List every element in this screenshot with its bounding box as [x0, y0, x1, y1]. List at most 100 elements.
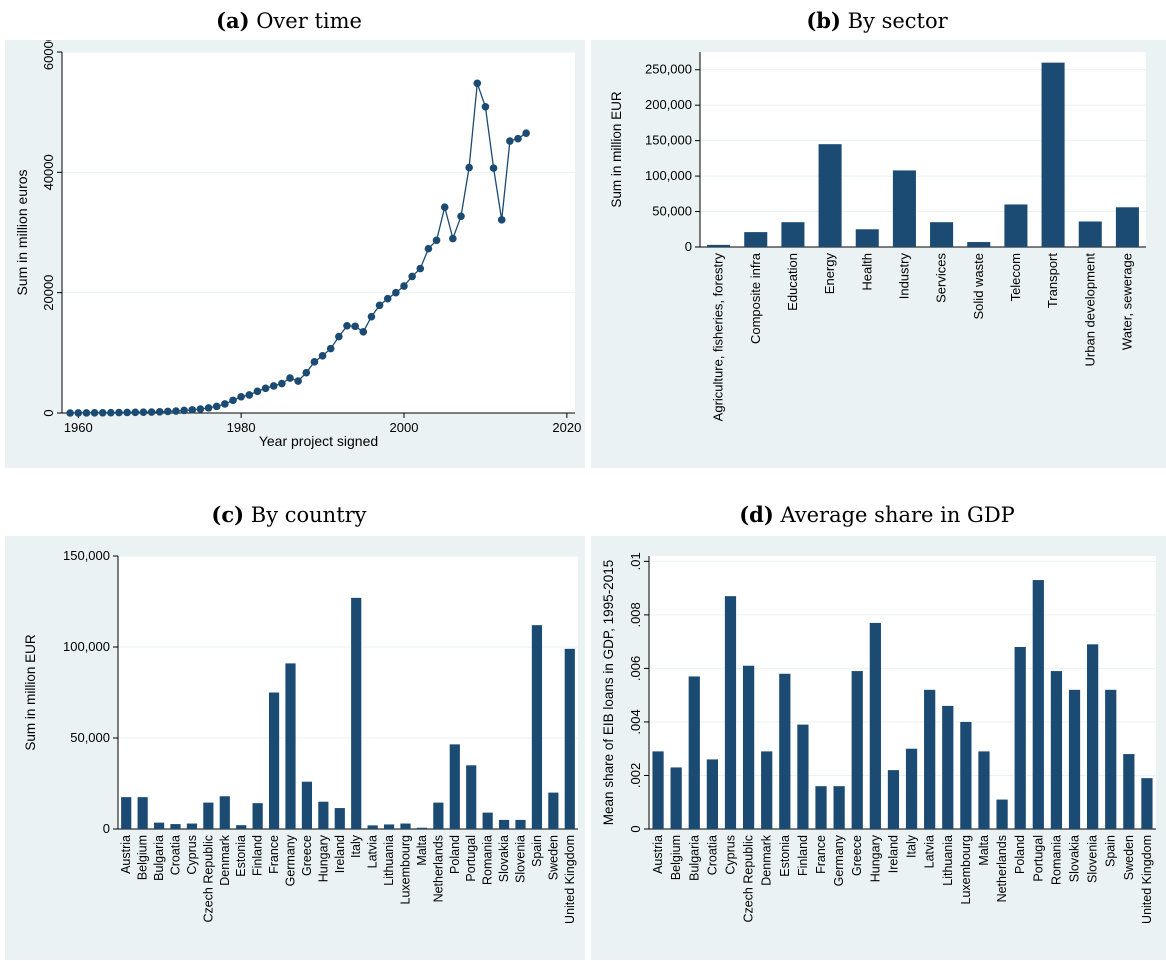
- category-label: Denmark: [218, 834, 232, 885]
- bar: [1050, 671, 1063, 829]
- category-label: Estonia: [234, 835, 248, 877]
- category-label: Spain: [1104, 835, 1118, 867]
- chart-c-ytick-label: 0: [103, 821, 110, 836]
- panel-b: 0 50,000 100,000 150,000 200,000 250,000 Agric…: [591, 40, 1166, 468]
- category-label: Netherlands: [995, 835, 1009, 902]
- category-label: Hungary: [868, 834, 882, 882]
- data-point: [261, 384, 270, 393]
- category-label: Energy: [822, 253, 837, 295]
- category-label: Germany: [832, 834, 846, 886]
- category-label: Italy: [349, 834, 363, 858]
- data-point: [245, 391, 254, 399]
- data-point: [269, 382, 278, 390]
- data-point: [424, 244, 433, 253]
- bar: [960, 721, 972, 829]
- category-label: Composite infra: [748, 252, 763, 344]
- bar: [887, 770, 900, 829]
- data-point: [180, 406, 188, 415]
- bar: [268, 692, 280, 829]
- chart-over-time: 0 20000 40000 60000 1960 1980 2000 2020 Year pro…: [14, 40, 581, 449]
- bar: [744, 232, 768, 247]
- category-label: Netherlands: [431, 835, 445, 902]
- bar: [1078, 221, 1102, 247]
- bar: [236, 825, 247, 829]
- bar: [967, 242, 991, 247]
- chart-d-ytick-label: .01: [628, 552, 643, 570]
- bar: [1068, 689, 1081, 829]
- data-point: [212, 402, 221, 411]
- category-label: Telecom: [1008, 253, 1023, 301]
- panel-letter-d: (d): [739, 502, 774, 527]
- chart-a-ytick-label: 40000: [41, 154, 56, 190]
- category-label: Malta: [415, 835, 429, 866]
- data-point: [375, 301, 384, 310]
- category-label: Slovakia: [497, 835, 511, 882]
- category-label: Czech Republic: [201, 835, 215, 923]
- bar: [153, 822, 165, 829]
- bar: [818, 144, 842, 247]
- category-label: Belgium: [136, 835, 150, 880]
- bar: [761, 751, 773, 829]
- data-point: [294, 377, 302, 385]
- bar: [1041, 62, 1065, 247]
- category-label: Romania: [1049, 835, 1063, 885]
- category-label: Industry: [896, 253, 911, 300]
- category-label: Croatia: [169, 835, 183, 875]
- category-label: Denmark: [760, 834, 774, 885]
- category-label: Portugal: [1031, 835, 1045, 882]
- category-label: Ireland: [333, 835, 347, 873]
- data-point: [408, 272, 416, 281]
- data-point: [302, 368, 311, 377]
- data-point: [489, 164, 498, 172]
- data-point: [310, 358, 319, 366]
- data-point: [481, 102, 490, 111]
- y-axis-title: Mean share of EIB loans in GDP, 1995-201…: [601, 560, 616, 825]
- chart-a-ytick-label: 0: [41, 409, 56, 416]
- category-label: Water, sewerage: [1119, 253, 1134, 350]
- data-point: [155, 407, 164, 416]
- category-label: Belgium: [669, 835, 683, 880]
- data-point: [449, 234, 457, 243]
- panel-title-text-a: Over time: [256, 9, 362, 33]
- bar: [170, 824, 181, 829]
- y-axis-title: Sum in million EUR: [23, 634, 38, 751]
- category-label: Cyprus: [185, 835, 199, 875]
- bar: [1105, 689, 1117, 829]
- data-point: [383, 294, 392, 303]
- bar: [942, 705, 954, 829]
- bar: [978, 751, 990, 829]
- chart-d-ytick-label: .002: [628, 763, 643, 788]
- data-point: [432, 236, 441, 245]
- data-point: [147, 408, 156, 416]
- data-point: [82, 409, 91, 417]
- chart-a-xtick-label: 2020: [552, 420, 581, 435]
- bar: [482, 812, 493, 829]
- data-point: [131, 408, 140, 417]
- category-label: Lithuania: [941, 835, 955, 886]
- category-label: Sweden: [546, 835, 560, 880]
- panel-title-c: (c) By country: [0, 502, 578, 527]
- data-point: [514, 134, 522, 143]
- bar: [1032, 580, 1044, 829]
- chart-gdp-share: 0 .002 .004 .006 .008 .01 Austria Belgium Bulgar…: [601, 552, 1156, 924]
- category-label: United Kingdom: [1140, 835, 1154, 924]
- data-point: [522, 129, 530, 138]
- bar: [137, 797, 148, 829]
- bar: [670, 767, 682, 829]
- chart-b-ytick-label: 150,000: [645, 133, 692, 148]
- category-label: Germany: [284, 834, 298, 886]
- bar: [930, 222, 954, 247]
- bar: [905, 748, 918, 829]
- x-axis-title: Year project signed: [259, 433, 378, 449]
- bar: [498, 819, 510, 829]
- bar: [318, 801, 329, 829]
- bar: [815, 786, 827, 829]
- bar: [203, 802, 214, 829]
- bar: [564, 648, 575, 829]
- data-point: [188, 406, 197, 414]
- bar: [285, 663, 296, 829]
- category-label: Slovenia: [1086, 835, 1100, 883]
- bar: [531, 625, 543, 829]
- bar: [219, 796, 230, 829]
- category-label: Latvia: [366, 835, 380, 868]
